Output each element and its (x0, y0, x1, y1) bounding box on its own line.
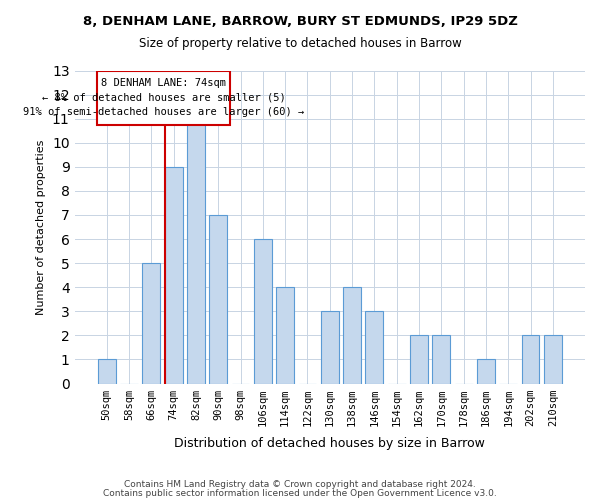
Text: Contains public sector information licensed under the Open Government Licence v3: Contains public sector information licen… (103, 488, 497, 498)
Bar (187, 118, 205, 384)
Bar (209, 215, 227, 384)
Bar (164, 167, 182, 384)
Bar (365, 312, 383, 384)
Bar (433, 336, 450, 384)
Bar (410, 336, 428, 384)
Bar (142, 263, 160, 384)
Bar (544, 336, 562, 384)
Text: 8, DENHAM LANE, BARROW, BURY ST EDMUNDS, IP29 5DZ: 8, DENHAM LANE, BARROW, BURY ST EDMUNDS,… (83, 15, 517, 28)
Bar (343, 287, 361, 384)
FancyBboxPatch shape (97, 70, 230, 124)
Bar (276, 287, 294, 384)
Text: Size of property relative to detached houses in Barrow: Size of property relative to detached ho… (139, 38, 461, 51)
X-axis label: Distribution of detached houses by size in Barrow: Distribution of detached houses by size … (175, 437, 485, 450)
Bar (321, 312, 338, 384)
Bar (521, 336, 539, 384)
Text: 8 DENHAM LANE: 74sqm
← 8% of detached houses are smaller (5)
91% of semi-detache: 8 DENHAM LANE: 74sqm ← 8% of detached ho… (23, 78, 304, 118)
Y-axis label: Number of detached properties: Number of detached properties (37, 140, 46, 314)
Bar (98, 360, 116, 384)
Text: Contains HM Land Registry data © Crown copyright and database right 2024.: Contains HM Land Registry data © Crown c… (124, 480, 476, 489)
Bar (477, 360, 495, 384)
Bar (254, 239, 272, 384)
